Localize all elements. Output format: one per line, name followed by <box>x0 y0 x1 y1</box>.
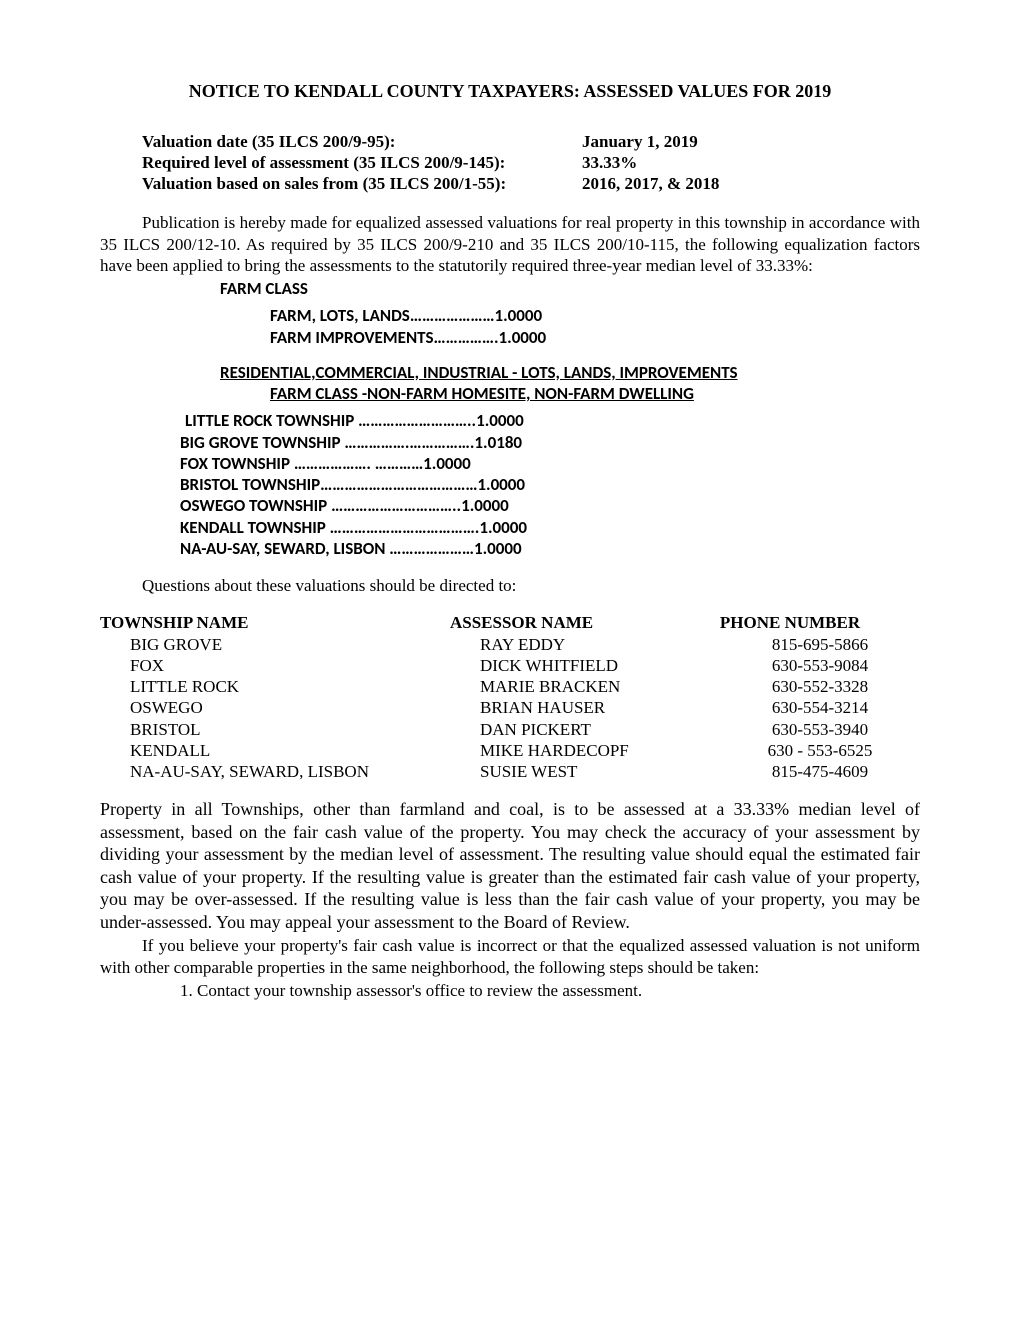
info-value: 33.33% <box>582 152 920 173</box>
info-row: Valuation based on sales from (35 ILCS 2… <box>142 173 920 194</box>
farm-line: FARM, LOTS, LANDS…………………1.0000 <box>100 305 920 326</box>
township-factor: BIG GROVE TOWNSHIP …………….…………….1.0180 <box>100 432 920 453</box>
header-phone: PHONE NUMBER <box>690 612 890 633</box>
contacts-row: FOX DICK WHITFIELD 630-553-9084 <box>100 655 920 676</box>
cell-phone: 815-695-5866 <box>720 634 920 655</box>
contacts-row: KENDALL MIKE HARDECOPF 630 - 553-6525 <box>100 740 920 761</box>
cell-phone: 630 - 553-6525 <box>720 740 920 761</box>
cell-assessor: RAY EDDY <box>480 634 720 655</box>
contacts-row: NA-AU-SAY, SEWARD, LISBON SUSIE WEST 815… <box>100 761 920 782</box>
cell-assessor: MARIE BRACKEN <box>480 676 720 697</box>
questions-text: Questions about these valuations should … <box>100 575 920 596</box>
township-factor: NA-AU-SAY, SEWARD, LISBON …………………1.0000 <box>100 538 920 559</box>
township-factor: KENDALL TOWNSHIP ……………………………….1.0000 <box>100 517 920 538</box>
township-factors-block: LITTLE ROCK TOWNSHIP ………………………..1.0000 B… <box>100 410 920 559</box>
cell-township: FOX <box>100 655 480 676</box>
contacts-row: BRISTOL DAN PICKERT 630-553-3940 <box>100 719 920 740</box>
header-township: TOWNSHIP NAME <box>100 612 450 633</box>
info-row: Required level of assessment (35 ILCS 20… <box>142 152 920 173</box>
residential-header: RESIDENTIAL,COMMERCIAL, INDUSTRIAL - LOT… <box>100 362 920 383</box>
contacts-header-row: TOWNSHIP NAME ASSESSOR NAME PHONE NUMBER <box>100 612 920 633</box>
step-item: 1. Contact your township assessor's offi… <box>100 980 920 1001</box>
township-factor: FOX TOWNSHIP ………………. …………1.0000 <box>100 453 920 474</box>
farm-class-block: FARM CLASS FARM, LOTS, LANDS…………………1.000… <box>100 278 920 348</box>
farm-line: FARM IMPROVEMENTS…………….1.0000 <box>100 327 920 348</box>
info-value: 2016, 2017, & 2018 <box>582 173 920 194</box>
cell-phone: 630-553-9084 <box>720 655 920 676</box>
info-value: January 1, 2019 <box>582 131 920 152</box>
document-title: NOTICE TO KENDALL COUNTY TAXPAYERS: ASSE… <box>100 80 920 103</box>
cell-assessor: SUSIE WEST <box>480 761 720 782</box>
info-row: Valuation date (35 ILCS 200/9-95): Janua… <box>142 131 920 152</box>
contacts-row: LITTLE ROCK MARIE BRACKEN 630-552-3328 <box>100 676 920 697</box>
cell-assessor: DAN PICKERT <box>480 719 720 740</box>
info-label: Required level of assessment (35 ILCS 20… <box>142 152 582 173</box>
info-label: Valuation based on sales from (35 ILCS 2… <box>142 173 582 194</box>
publication-paragraph: Publication is hereby made for equalized… <box>100 212 920 276</box>
contacts-table: TOWNSHIP NAME ASSESSOR NAME PHONE NUMBER… <box>100 612 920 782</box>
cell-township: BRISTOL <box>100 719 480 740</box>
cell-township: LITTLE ROCK <box>100 676 480 697</box>
info-label: Valuation date (35 ILCS 200/9-95): <box>142 131 582 152</box>
assessment-paragraph: Property in all Townships, other than fa… <box>100 798 920 933</box>
cell-township: KENDALL <box>100 740 480 761</box>
contacts-row: BIG GROVE RAY EDDY 815-695-5866 <box>100 634 920 655</box>
farm-class-heading: FARM CLASS <box>100 278 920 299</box>
cell-phone: 630-554-3214 <box>720 697 920 718</box>
valuation-info-block: Valuation date (35 ILCS 200/9-95): Janua… <box>100 131 920 195</box>
cell-phone: 815-475-4609 <box>720 761 920 782</box>
cell-township: BIG GROVE <box>100 634 480 655</box>
cell-assessor: BRIAN HAUSER <box>480 697 720 718</box>
cell-phone: 630-553-3940 <box>720 719 920 740</box>
cell-phone: 630-552-3328 <box>720 676 920 697</box>
cell-township: NA-AU-SAY, SEWARD, LISBON <box>100 761 480 782</box>
header-assessor: ASSESSOR NAME <box>450 612 690 633</box>
township-factor: OSWEGO TOWNSHIP …………………………..1.0000 <box>100 495 920 516</box>
township-factor: BRISTOL TOWNSHIP…………………………………1.0000 <box>100 474 920 495</box>
residential-subheader: FARM CLASS -NON-FARM HOMESITE, NON-FARM … <box>100 383 920 404</box>
cell-assessor: MIKE HARDECOPF <box>480 740 720 761</box>
township-factor: LITTLE ROCK TOWNSHIP ………………………..1.0000 <box>100 410 920 431</box>
cell-assessor: DICK WHITFIELD <box>480 655 720 676</box>
cell-township: OSWEGO <box>100 697 480 718</box>
belief-paragraph: If you believe your property's fair cash… <box>100 935 920 978</box>
contacts-row: OSWEGO BRIAN HAUSER 630-554-3214 <box>100 697 920 718</box>
